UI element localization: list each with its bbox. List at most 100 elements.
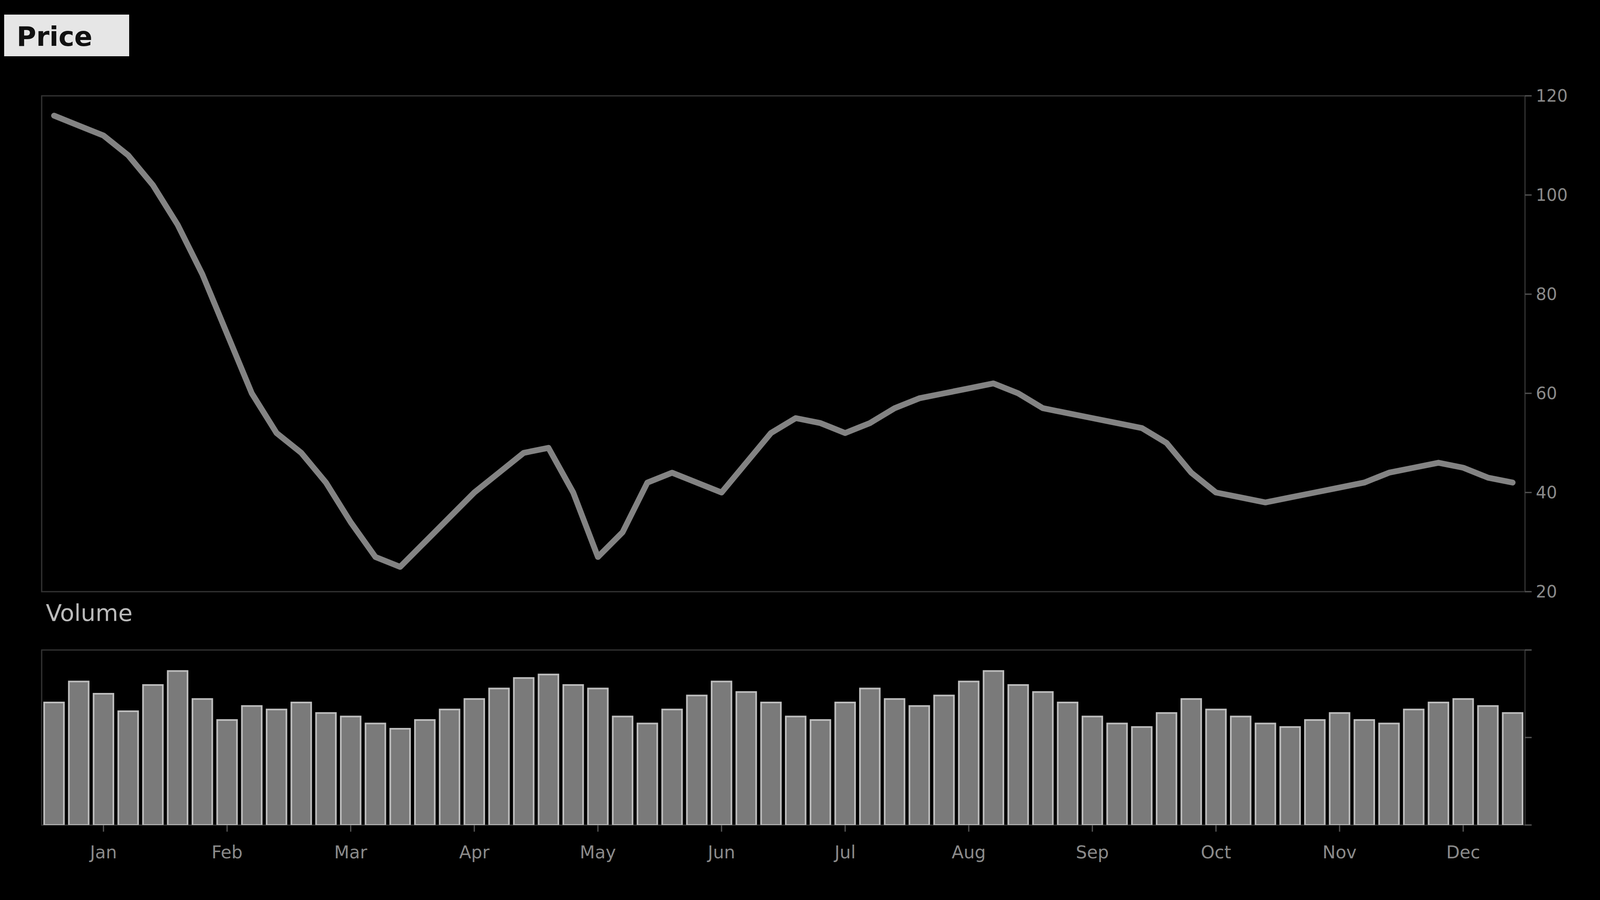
y-tick: [1525, 492, 1532, 494]
volume-bar: [118, 711, 138, 825]
plot-frame: [41, 650, 1525, 825]
x-tick-label: Mar: [334, 842, 368, 863]
volume-bar: [365, 723, 385, 825]
volume-bar: [1428, 702, 1449, 825]
volume-bar: [538, 674, 559, 825]
y-tick: [1525, 649, 1532, 651]
x-tick-label: May: [580, 842, 617, 863]
volume-bar: [217, 720, 237, 825]
volume-bar: [1008, 685, 1028, 825]
title-box: [4, 14, 130, 57]
volume-bar: [142, 685, 163, 825]
volume-bar: [192, 699, 213, 825]
volume-bar: [761, 702, 781, 825]
volume-bar: [266, 709, 287, 825]
volume-bar: [167, 670, 188, 825]
x-tick-label: Nov: [1322, 842, 1357, 863]
volume-bar: [44, 702, 64, 825]
volume-bar: [1032, 692, 1053, 825]
volume-bar: [1230, 716, 1251, 825]
marks: [54, 115, 1513, 568]
volume-bar: [1329, 712, 1350, 825]
volume-bar: [983, 670, 1004, 825]
volume-bar: [464, 699, 485, 825]
x-tick-label: Apr: [459, 842, 490, 863]
x-tick: [1339, 825, 1341, 832]
volume-bar: [934, 695, 954, 825]
y-tick: [1525, 95, 1532, 97]
title: Price: [16, 21, 93, 53]
x-tick: [720, 825, 723, 832]
y-tick: [1525, 737, 1532, 739]
marks: [44, 670, 1523, 825]
x-tick: [102, 825, 105, 832]
volume-bar: [1354, 720, 1375, 825]
x-tick: [1091, 825, 1093, 832]
y-tick-label: 60: [1535, 383, 1558, 403]
x-tick-label: Sep: [1075, 842, 1109, 863]
volume-bar: [637, 723, 658, 825]
volume-bar: [909, 705, 930, 825]
volume-bar: [1082, 716, 1103, 825]
volume-bar: [489, 688, 509, 825]
volume-bar: [513, 677, 534, 825]
chart-canvas: Price 20 40 60 80 100 120 Volume Jan Feb Mar Apr May…: [0, 0, 1600, 900]
x-tick-label: Jun: [706, 842, 736, 863]
y-tick-label: 40: [1535, 482, 1558, 503]
x-tick: [1215, 825, 1217, 832]
volume-bar: [884, 699, 905, 825]
y-tick-label: 80: [1535, 284, 1558, 304]
x-tick: [1462, 825, 1464, 832]
x-tick-label: Aug: [951, 842, 986, 863]
volume-bar: [93, 693, 114, 825]
volume-bar: [860, 688, 880, 825]
volume-bar: [563, 685, 583, 825]
x-tick-label: Jul: [833, 842, 856, 863]
y-tick-label: 120: [1535, 86, 1568, 106]
x-tick: [226, 825, 228, 832]
volume-bar: [785, 716, 806, 825]
volume-bar: [1107, 723, 1127, 825]
y-tick-label: 20: [1535, 582, 1558, 602]
y-tick-label: 100: [1535, 185, 1568, 205]
y-tick: [1525, 392, 1532, 395]
background: [0, 0, 1600, 900]
volume-bar: [810, 720, 830, 825]
volume-bar: [1132, 727, 1152, 825]
y-tick: [1525, 293, 1532, 295]
title: Volume: [45, 599, 133, 627]
x-tick: [968, 825, 970, 832]
x-tick: [597, 825, 599, 832]
volume-bar: [736, 692, 756, 825]
volume-bar: [835, 702, 855, 825]
volume-bar: [390, 728, 410, 825]
x-tick-label: Dec: [1446, 842, 1480, 863]
volume-bar: [1280, 727, 1300, 825]
volume-bar: [1305, 720, 1325, 825]
volume-bar: [662, 709, 682, 825]
x-tick-label: Oct: [1200, 842, 1232, 863]
y-tick: [1525, 194, 1532, 196]
plot-frame: [41, 95, 1525, 592]
y-tick: [1525, 591, 1532, 593]
volume-bar: [291, 702, 311, 825]
x-tick: [473, 825, 475, 832]
volume-bar: [1181, 699, 1201, 825]
x-tick-label: Jan: [88, 842, 118, 863]
x-tick: [350, 825, 352, 832]
volume-bar: [711, 681, 732, 825]
volume-bar: [1403, 709, 1424, 825]
volume-bar: [1453, 699, 1473, 825]
volume-bar: [439, 709, 460, 825]
volume-bar: [1255, 723, 1275, 825]
volume-bar: [68, 681, 89, 825]
x-tick-label: Feb: [211, 842, 243, 863]
volume-bar: [1502, 712, 1523, 825]
price-line: [54, 115, 1513, 568]
volume-bar: [242, 705, 262, 825]
volume-bar: [687, 695, 707, 825]
volume-bar: [415, 720, 435, 825]
volume-bar: [1477, 705, 1498, 825]
volume-bar: [316, 712, 336, 825]
volume-bar: [1156, 712, 1177, 825]
